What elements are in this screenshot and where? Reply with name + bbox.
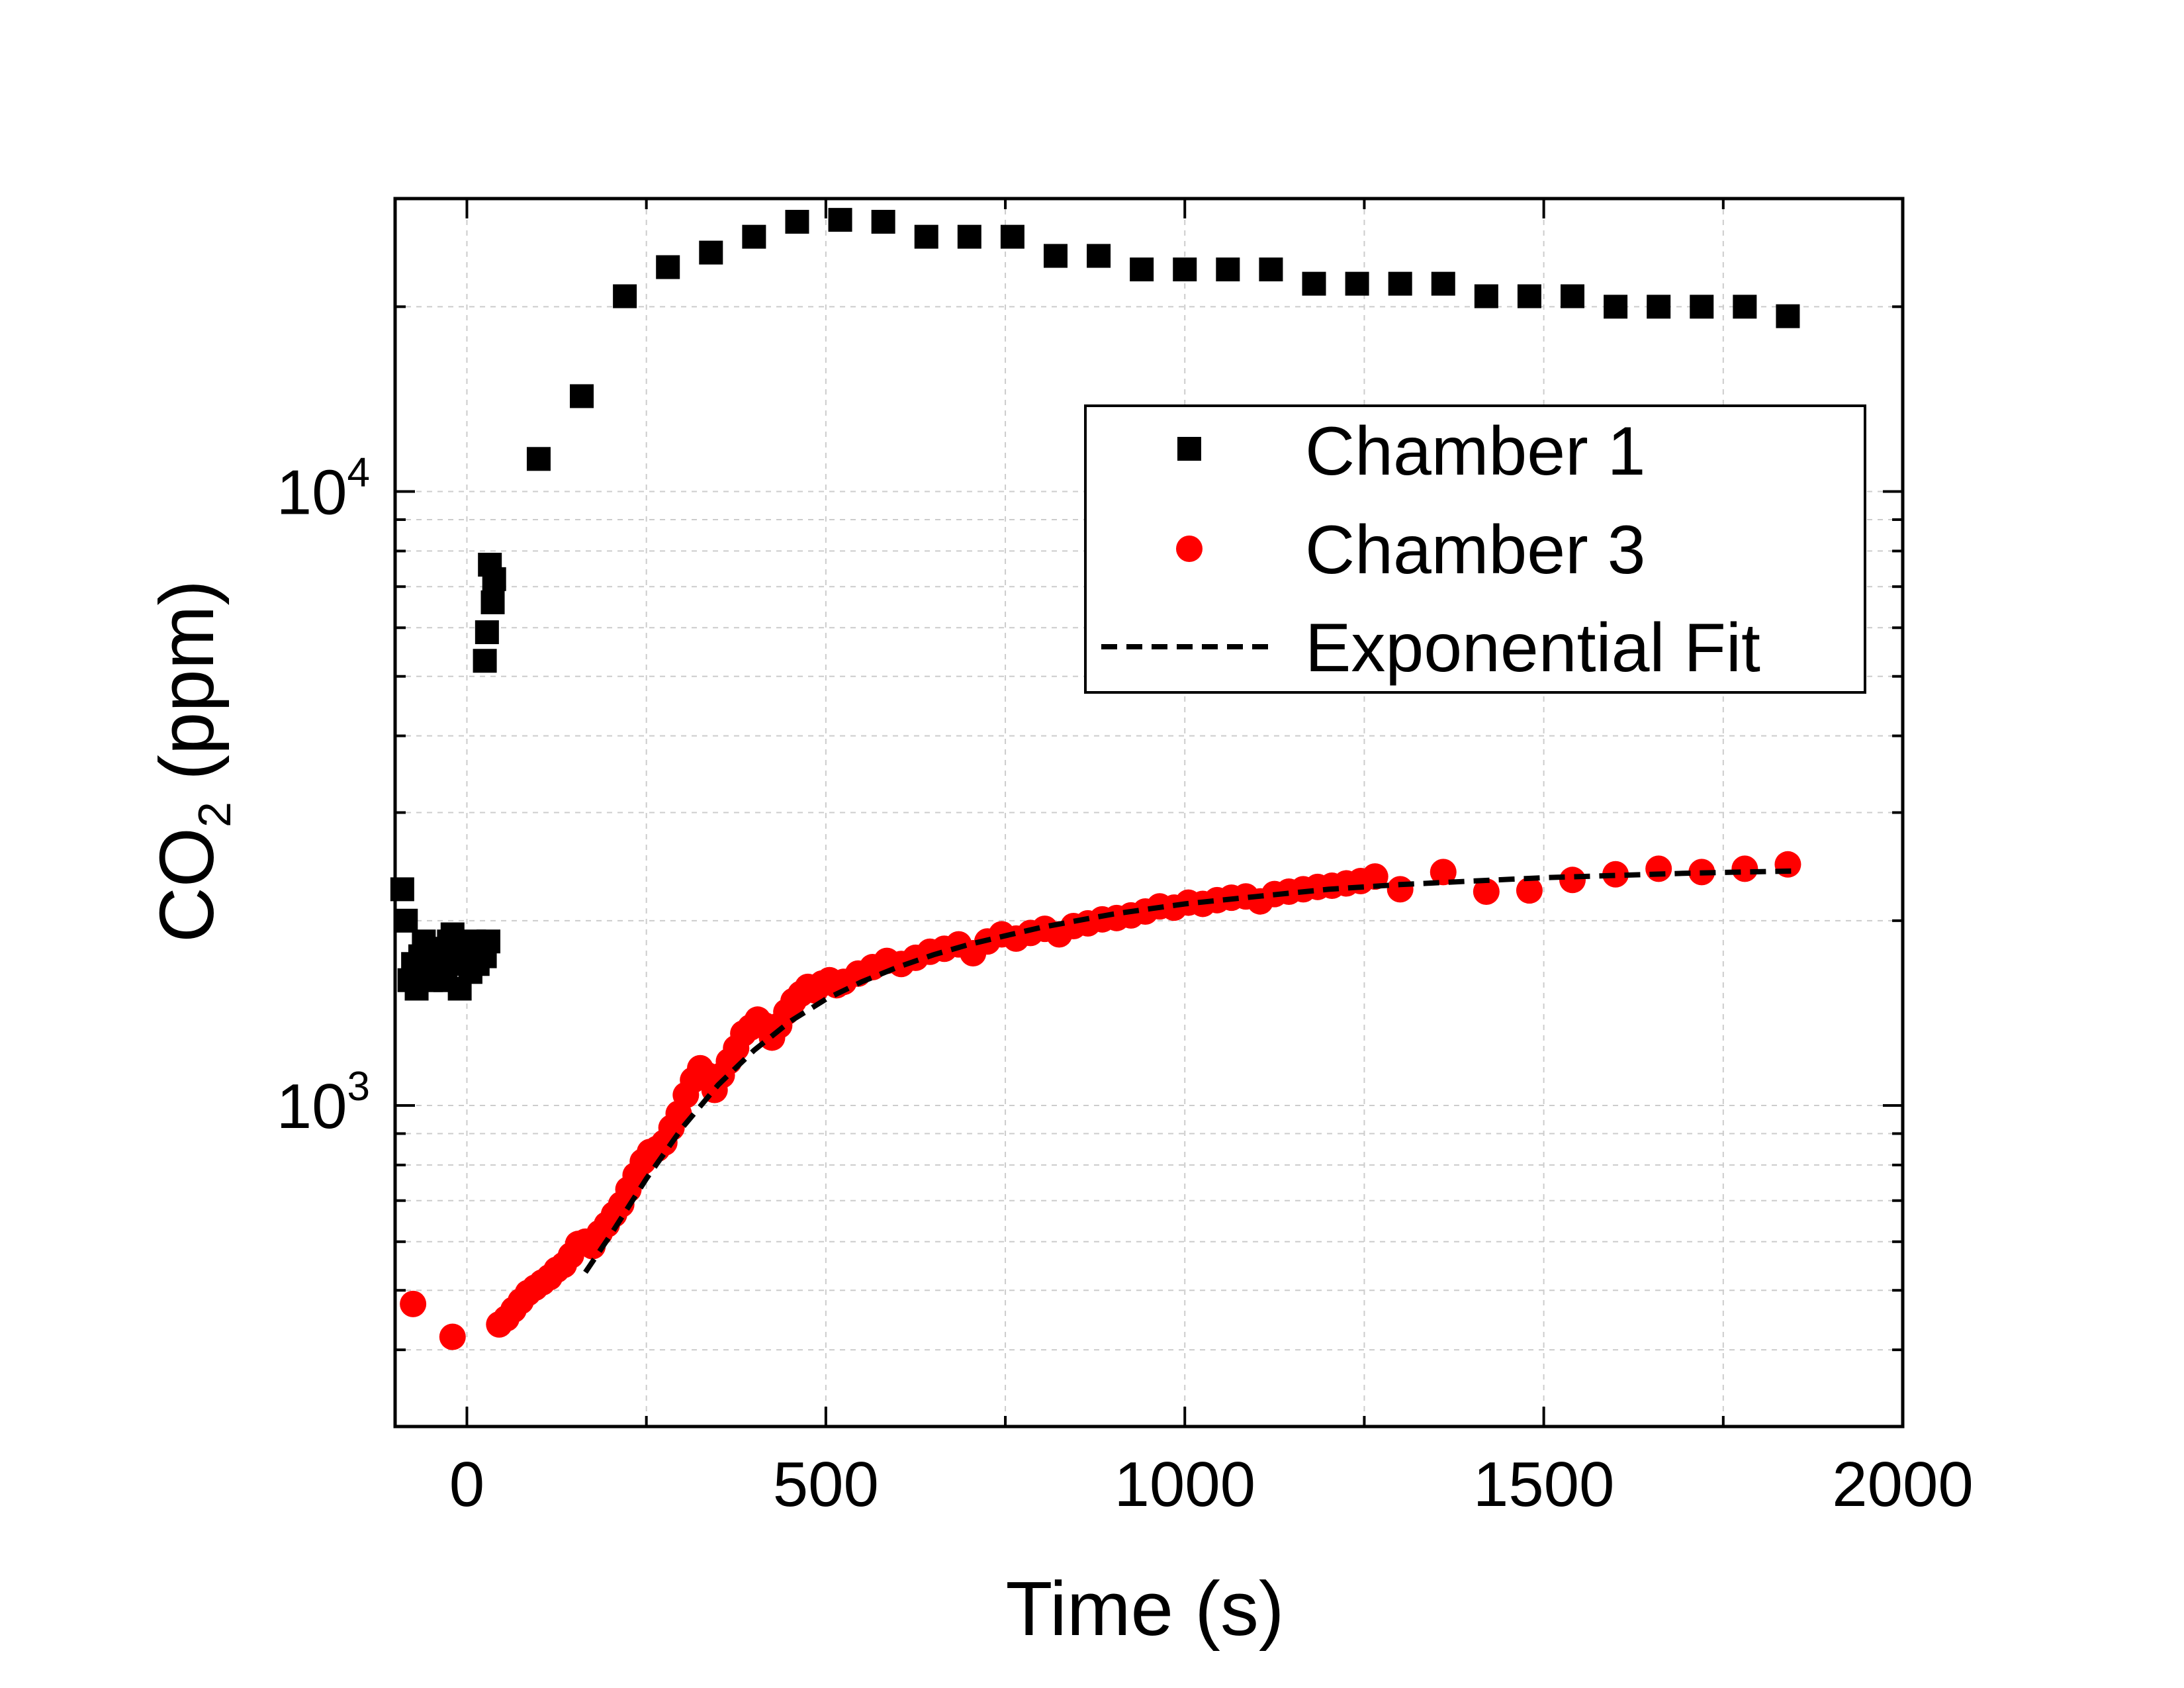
legend-marker-chamber-3: [1176, 536, 1203, 562]
x-tick-label: 1000: [1114, 1449, 1255, 1520]
chamber-1-point: [1173, 258, 1197, 282]
chamber-1-point: [699, 240, 723, 265]
chamber-1-point: [1474, 284, 1498, 308]
chamber-1-point: [1130, 258, 1154, 282]
chamber-3-point: [1473, 878, 1500, 905]
legend-label-exponential-fit: Exponential Fit: [1305, 610, 1760, 686]
chamber-1-point: [1043, 244, 1068, 268]
chamber-1-point: [1517, 284, 1541, 308]
y-tick-label: 104: [277, 450, 370, 528]
y-tick-label-base: 10: [277, 457, 347, 528]
chamber-3-point: [400, 1290, 427, 1317]
chamber-1-point: [1345, 271, 1369, 296]
y-axis-label-main: CO: [144, 827, 230, 943]
plot-frame: [393, 197, 1905, 1429]
exponential-fit-line: [583, 868, 1796, 1274]
chamber-1-point: [473, 649, 497, 673]
chamber-1-point: [1302, 271, 1326, 296]
chamber-1-point: [613, 284, 637, 308]
y-tick-label-base: 10: [277, 1071, 347, 1142]
grid: [395, 198, 1903, 1427]
chamber-1-point: [1388, 271, 1412, 296]
x-tick-label: 1500: [1473, 1449, 1615, 1520]
y-tick-label-exponent: 3: [347, 1064, 370, 1109]
chamber-1-point: [1776, 304, 1800, 328]
chamber-1-point: [1604, 295, 1628, 319]
chamber-1-point: [394, 908, 418, 933]
chamber-1-point: [570, 384, 594, 408]
axis-ticks: [395, 197, 1904, 1428]
y-tick-label-exponent: 4: [347, 450, 370, 496]
legend: Chamber 1 Chamber 3 Exponential Fit: [1084, 404, 1866, 694]
chamber-1-point: [1431, 271, 1455, 296]
chamber-1-point: [526, 447, 551, 471]
chamber-1-point: [1087, 244, 1111, 268]
chamber-3-point: [1645, 855, 1672, 882]
chamber-1-point: [1561, 284, 1585, 308]
chamber-3-point: [1602, 861, 1629, 888]
chamber-3-point: [439, 1323, 466, 1350]
chamber-1-point: [1690, 295, 1714, 319]
chamber-1-point: [785, 210, 809, 234]
chamber-1-point: [1000, 224, 1024, 249]
chamber-1-point: [656, 255, 680, 279]
y-axis-label-unit: (ppm): [144, 580, 230, 802]
chamber-1-point: [475, 620, 499, 645]
x-tick-label: 2000: [1832, 1449, 1974, 1520]
legend-marker-chamber-1: [1177, 437, 1201, 461]
chamber-3-point: [1430, 859, 1457, 886]
chamber-1-point: [871, 210, 895, 234]
chamber-3-point: [1516, 877, 1543, 904]
x-tick-label: 500: [773, 1449, 879, 1520]
chamber-3-point: [1387, 876, 1414, 903]
legend-label-chamber-3: Chamber 3: [1305, 512, 1645, 588]
chamber-1-point: [1647, 295, 1671, 319]
chamber-3-point: [1731, 855, 1758, 882]
legend-label-chamber-1: Chamber 1: [1305, 413, 1645, 490]
chamber-1-point: [482, 567, 506, 591]
chamber-1-point: [1259, 258, 1283, 282]
chamber-1-point: [1216, 258, 1240, 282]
chamber-1-point: [914, 224, 938, 249]
chamber-1-point: [480, 590, 505, 614]
y-tick-label: 103: [277, 1064, 370, 1142]
x-tick-label: 0: [449, 1449, 484, 1520]
chamber-1-point: [957, 224, 981, 249]
plot-data: [390, 208, 1801, 1350]
chamber-1-point: [828, 208, 852, 232]
x-axis-label: Time (s): [1006, 1566, 1285, 1652]
chamber-3-point: [1559, 867, 1586, 894]
chamber-1-point: [1733, 295, 1757, 319]
y-axis-label-subscript: 2: [189, 802, 240, 827]
chamber-1-point: [477, 929, 501, 954]
y-axis-label: CO2 (ppm): [144, 580, 240, 943]
chamber-1-point: [742, 224, 766, 249]
